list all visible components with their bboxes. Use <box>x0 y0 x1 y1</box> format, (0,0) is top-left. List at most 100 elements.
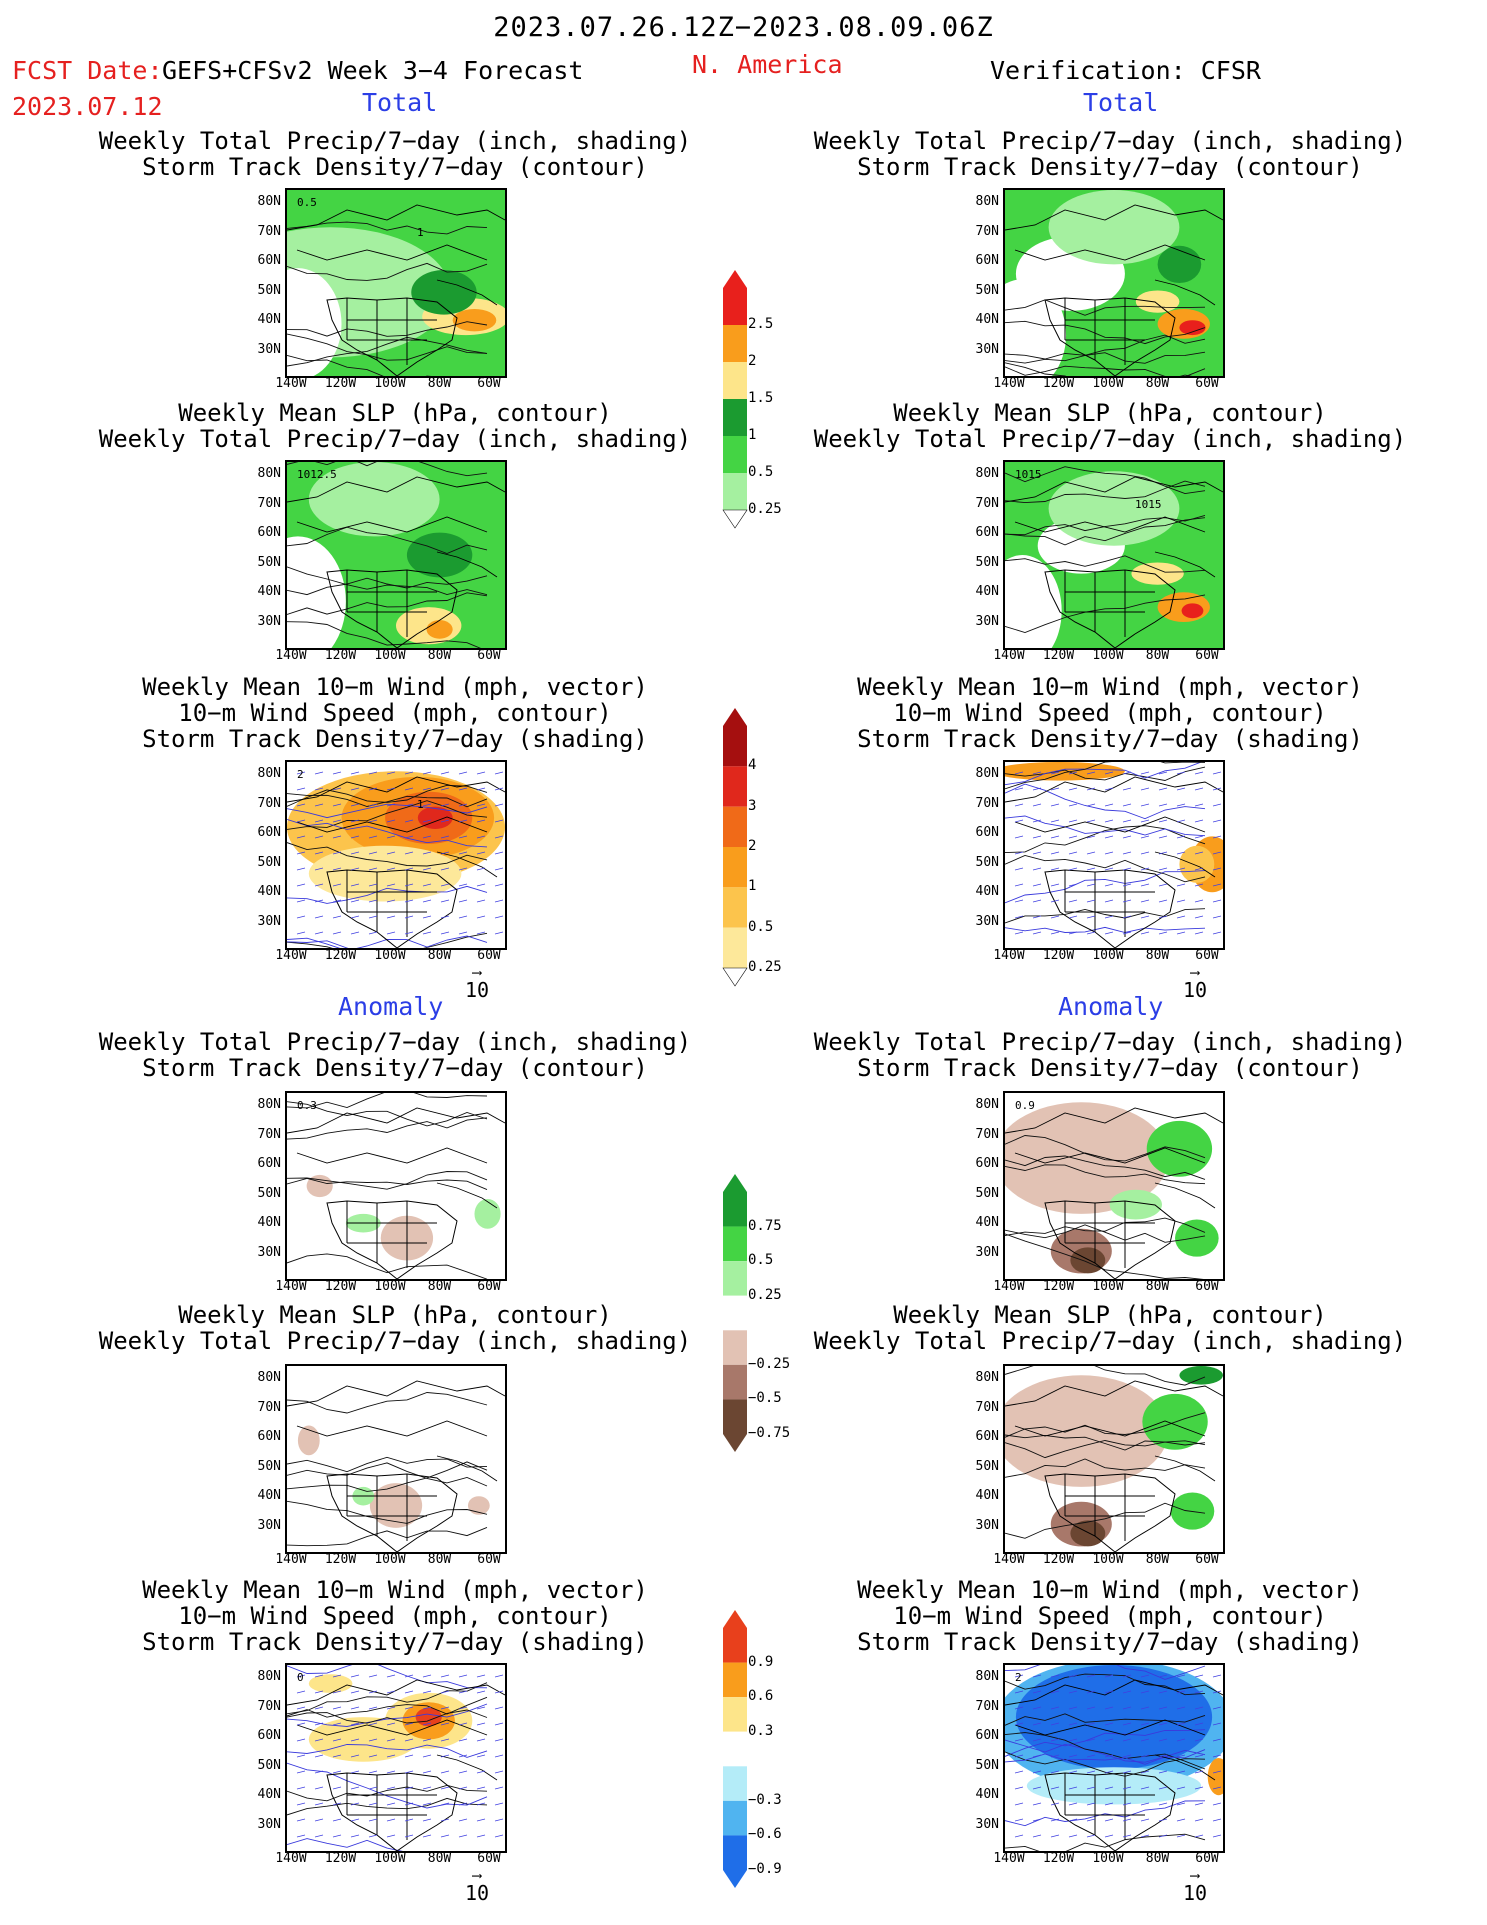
shading-area <box>1135 290 1180 313</box>
contour-line <box>1005 362 1193 376</box>
wind-vector <box>1176 1834 1186 1838</box>
latitude-label: 70N <box>975 1399 999 1415</box>
colorbar-segment <box>723 1192 747 1227</box>
coastline <box>287 1107 505 1209</box>
contour-line <box>1005 1732 1206 1770</box>
longitude-label: 120W <box>1042 1279 1075 1294</box>
longitude-label: 100W <box>1092 1279 1124 1294</box>
wind-vector <box>1014 899 1024 903</box>
contour-line <box>1005 594 1206 633</box>
longitude-label: 120W <box>324 648 357 663</box>
latitude-label: 40N <box>975 1488 999 1503</box>
contour-line <box>287 1784 488 1802</box>
wind-vector <box>332 787 342 791</box>
wind-vector <box>296 1770 306 1774</box>
wind-vector <box>1158 851 1168 855</box>
contour-line <box>1005 766 1206 781</box>
wind-vector <box>386 1754 396 1758</box>
shading-area <box>308 462 440 537</box>
contour-line <box>287 1709 488 1724</box>
colorbar-tick-label: 1 <box>748 427 757 443</box>
wind-vector <box>440 867 450 871</box>
wind-vector <box>1140 899 1150 903</box>
colorbar-tick-label: 0.9 <box>748 1653 774 1670</box>
contour-label: 1012.5 <box>297 468 337 481</box>
colorbar-segment <box>723 847 747 888</box>
wind-vector <box>314 787 324 791</box>
wind-vector <box>494 883 504 887</box>
wind-vector <box>1068 851 1078 855</box>
fcst-date-value: 2023.07.12 <box>12 92 163 121</box>
wind-vector <box>1032 1802 1042 1806</box>
wind-vector <box>314 1818 324 1822</box>
wind-vector <box>386 1786 396 1790</box>
wind-vector <box>404 835 414 839</box>
wind-vector <box>1212 851 1222 855</box>
contour-line <box>287 885 488 904</box>
wind-vector <box>1212 1706 1222 1710</box>
wind-vector <box>440 771 450 775</box>
wind-vector <box>1176 1770 1186 1774</box>
contour-line <box>1005 1366 1206 1386</box>
wind-vector <box>1086 1674 1096 1678</box>
wind-vector <box>458 867 468 871</box>
colorbar-bottom-triangle <box>723 1434 747 1452</box>
colorbar-tick-label: 0.3 <box>748 1722 774 1739</box>
latitude-label: 60N <box>257 253 281 268</box>
wind-vector <box>1068 931 1078 935</box>
wind-vector <box>404 819 414 823</box>
reference-arrow-icon: ⟶ <box>1190 1868 1200 1884</box>
map-panel-obs-anom-precip-storm: 0.9 <box>1003 1091 1225 1281</box>
contour-label: 0.5 <box>297 196 317 209</box>
wind-vector <box>458 1706 468 1710</box>
wind-vector <box>296 1818 306 1822</box>
wind-vector <box>350 1674 360 1678</box>
colorbar-tick-label: 2 <box>748 353 757 369</box>
wind-vector <box>296 1802 306 1806</box>
wind-vector <box>422 1802 432 1806</box>
longitude-label: 80W <box>427 376 452 391</box>
latitude-label: 40N <box>975 884 999 899</box>
latitude-label: 50N <box>975 1458 999 1474</box>
wind-vector <box>476 1706 486 1710</box>
wind-vector <box>1140 787 1150 791</box>
wind-vector <box>368 1674 378 1678</box>
wind-vector <box>1194 1706 1204 1710</box>
wind-vector <box>1014 915 1024 919</box>
shading-area <box>297 1425 320 1456</box>
contour-line <box>287 784 488 807</box>
wind-vector <box>1104 1802 1114 1806</box>
wind-vector <box>1014 835 1024 839</box>
wind-vector <box>1212 867 1222 871</box>
shading-area <box>1179 320 1206 336</box>
wind-vector <box>1032 883 1042 887</box>
wind-vector <box>1176 867 1186 871</box>
wind-vector <box>1014 1754 1024 1758</box>
wind-vector <box>314 771 324 775</box>
wind-vector <box>404 1738 414 1742</box>
wind-vector <box>1122 771 1132 775</box>
wind-vector <box>422 851 432 855</box>
longitude-label: 80W <box>427 1279 452 1294</box>
wind-vector <box>422 835 432 839</box>
shading-area <box>1070 1247 1106 1274</box>
colorbar-tick-label: 4 <box>748 757 757 774</box>
contour-line <box>1005 1135 1206 1162</box>
contour-label: 0.9 <box>1015 1099 1035 1112</box>
wind-vector <box>404 1674 414 1678</box>
contour-line <box>287 1462 488 1487</box>
contour-line <box>287 1526 488 1547</box>
latitude-label: 60N <box>975 825 999 840</box>
wind-vector <box>458 1690 468 1694</box>
wind-vector <box>386 1722 396 1726</box>
wind-vector <box>332 835 342 839</box>
contour-label: 1015 <box>1135 498 1162 511</box>
contour-line <box>1005 351 1206 364</box>
latitude-label: 30N <box>257 341 281 357</box>
wind-vector <box>1086 1834 1096 1838</box>
longitude-label: 120W <box>324 1851 357 1866</box>
contour-line <box>287 1117 488 1140</box>
wind-vector <box>350 819 360 823</box>
wind-vector <box>476 1738 486 1742</box>
wind-vector <box>1086 771 1096 775</box>
